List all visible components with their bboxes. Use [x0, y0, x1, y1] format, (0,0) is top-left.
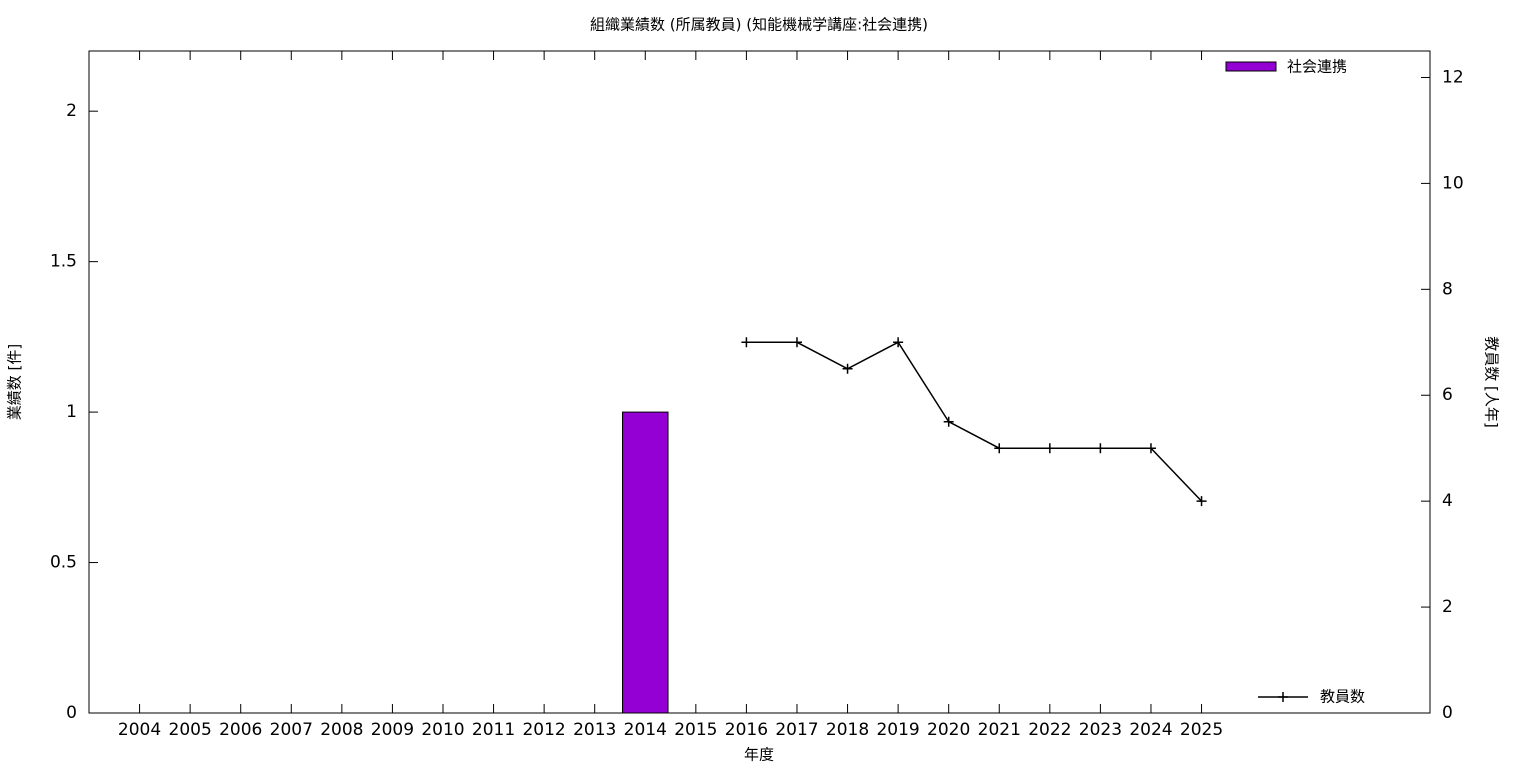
- x-tick-label: 2020: [927, 720, 970, 740]
- y2-tick-label: 0: [1442, 703, 1453, 723]
- x-tick-label: 2022: [1028, 720, 1071, 740]
- chart-title: 組織業績数 (所属教員) (知能機械学講座:社会連携): [590, 16, 928, 34]
- y-tick-label: 2: [66, 101, 77, 121]
- y-axis-label: 業績数 [件]: [6, 344, 24, 420]
- legend-swatch: [1278, 692, 1288, 702]
- y2-tick-label: 8: [1442, 279, 1453, 299]
- x-tick-label: 2007: [270, 720, 313, 740]
- x-tick-label: 2013: [573, 720, 616, 740]
- legend-label: 教員数: [1320, 688, 1365, 706]
- x-tick-label: 2023: [1079, 720, 1122, 740]
- x-tick-label: 2025: [1180, 720, 1223, 740]
- x-tick-label: 2019: [876, 720, 919, 740]
- legend-swatch: [1225, 61, 1277, 72]
- y-tick-label: 0.5: [50, 553, 77, 573]
- plot-frame: [88, 50, 1431, 714]
- x-tick-label: 2008: [320, 720, 363, 740]
- x-tick-label: 2015: [674, 720, 717, 740]
- y2-axis-label: 教員数 [人年]: [1483, 336, 1501, 427]
- y-tick-label: 1: [66, 402, 77, 422]
- x-tick-label: 2010: [421, 720, 464, 740]
- x-tick-label: 2014: [624, 720, 667, 740]
- x-tick-label: 2004: [118, 720, 161, 740]
- x-tick-label: 2006: [219, 720, 262, 740]
- y-tick-label: 1.5: [50, 252, 77, 272]
- x-tick-label: 2011: [472, 720, 515, 740]
- y2-tick-label: 4: [1442, 491, 1453, 511]
- x-tick-label: 2016: [725, 720, 768, 740]
- x-tick-label: 2018: [826, 720, 869, 740]
- y2-tick-label: 6: [1442, 385, 1453, 405]
- x-tick-label: 2005: [169, 720, 212, 740]
- x-tick-label: 2012: [522, 720, 565, 740]
- y2-tick-label: 2: [1442, 597, 1453, 617]
- x-tick-label: 2021: [978, 720, 1021, 740]
- line: [746, 341, 1203, 502]
- y2-tick-label: 12: [1442, 67, 1464, 87]
- y2-tick-label: 10: [1442, 173, 1464, 193]
- x-tick-label: 2009: [371, 720, 414, 740]
- bar: [622, 411, 669, 714]
- x-tick-label: 2024: [1129, 720, 1172, 740]
- y-tick-label: 0: [66, 703, 77, 723]
- x-tick-label: 2017: [775, 720, 818, 740]
- legend-label: 社会連携: [1287, 58, 1347, 76]
- x-axis-label: 年度: [744, 746, 774, 764]
